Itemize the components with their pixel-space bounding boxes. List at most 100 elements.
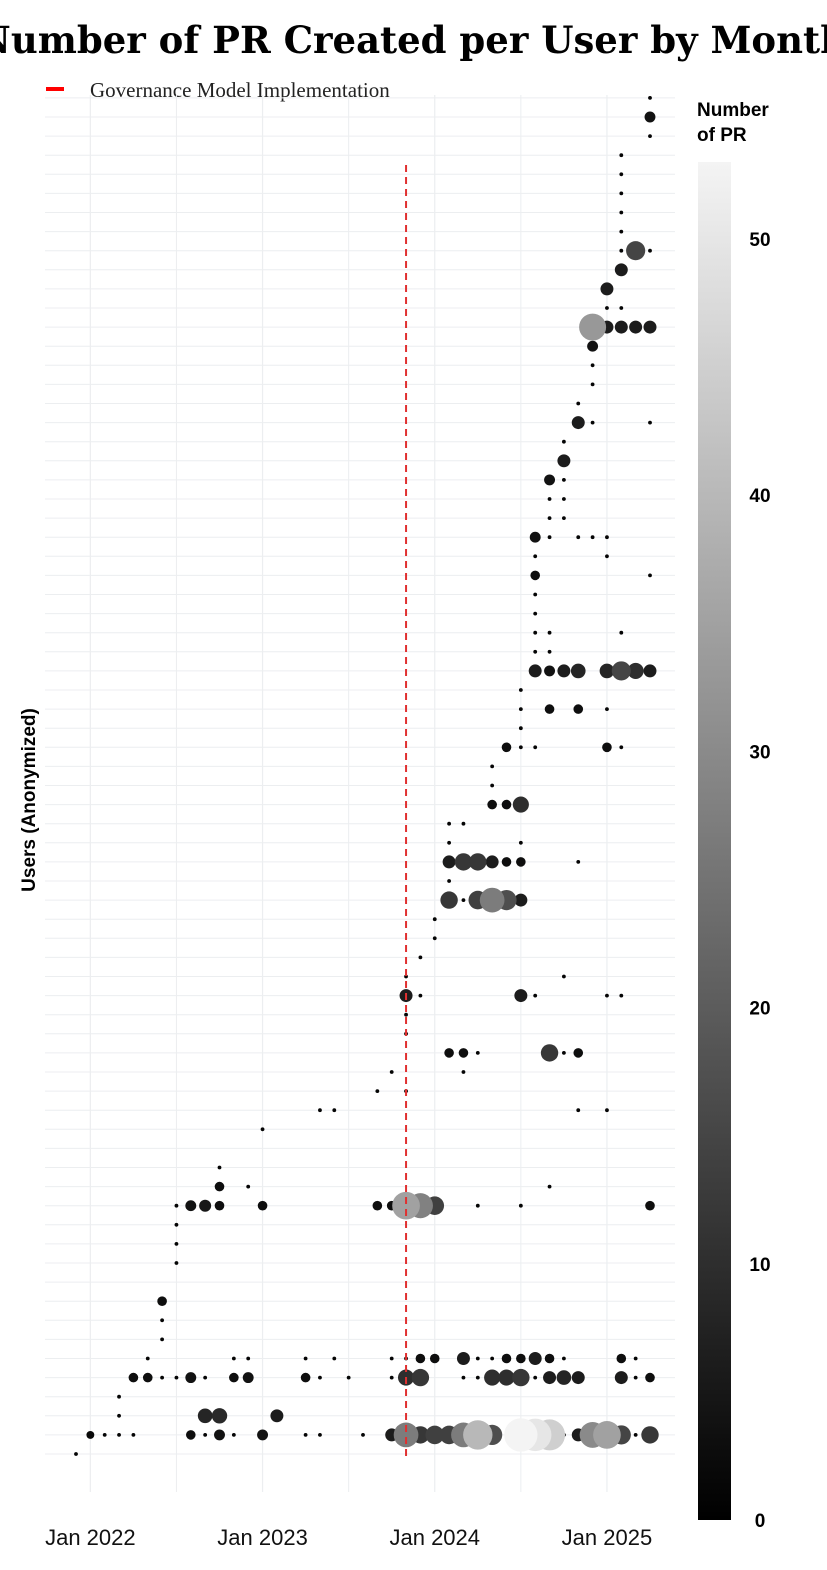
- data-point: [605, 707, 609, 711]
- data-point: [590, 535, 595, 540]
- data-point: [547, 630, 552, 635]
- x-tick-label: Jan 2022: [45, 1525, 136, 1550]
- data-point: [257, 1200, 268, 1211]
- x-tick-label: Jan 2023: [217, 1525, 308, 1550]
- data-point: [217, 1165, 222, 1170]
- colorbar-title-line2: of PR: [697, 125, 747, 146]
- data-point: [619, 630, 624, 635]
- data-point: [648, 134, 652, 139]
- data-point: [303, 1356, 308, 1361]
- data-point: [518, 745, 523, 750]
- data-point: [475, 1356, 480, 1361]
- data-point: [432, 936, 437, 941]
- data-point: [318, 1375, 322, 1380]
- data-point: [645, 1372, 655, 1383]
- data-point: [160, 1337, 165, 1342]
- data-point: [648, 420, 652, 425]
- data-point: [518, 726, 523, 731]
- data-point: [645, 1200, 655, 1211]
- data-point: [214, 1181, 225, 1192]
- data-point: [514, 893, 528, 907]
- data-point: [619, 993, 624, 998]
- data-point: [512, 796, 529, 813]
- data-point: [185, 1372, 197, 1384]
- data-point: [393, 1422, 419, 1448]
- data-point: [570, 663, 586, 679]
- data-point: [487, 799, 497, 810]
- data-point: [418, 955, 423, 960]
- data-point: [117, 1433, 121, 1437]
- data-point: [533, 630, 538, 635]
- data-point: [475, 1203, 480, 1208]
- data-point: [599, 663, 615, 679]
- data-point: [643, 664, 657, 678]
- data-point: [174, 1242, 179, 1246]
- data-point: [501, 799, 512, 810]
- data-point: [518, 1203, 523, 1208]
- colorbar-tick-label: 20: [749, 999, 770, 1020]
- data-point: [442, 855, 456, 869]
- data-point: [300, 1372, 311, 1383]
- data-point: [160, 1375, 165, 1380]
- colorbar-tick-label: 40: [749, 486, 770, 507]
- data-point: [214, 1200, 225, 1211]
- data-point: [562, 497, 566, 501]
- colorbar-gradient: [698, 162, 731, 1520]
- data-point: [590, 363, 595, 368]
- data-point: [456, 1352, 470, 1365]
- data-point: [318, 1108, 322, 1113]
- data-point: [644, 111, 656, 123]
- data-point: [619, 248, 624, 253]
- data-point: [389, 1356, 394, 1361]
- data-point: [447, 821, 451, 826]
- data-point: [619, 229, 624, 234]
- data-point: [590, 382, 595, 387]
- data-point: [643, 320, 657, 334]
- colorbar-tick-label: 0: [755, 1511, 766, 1532]
- data-point: [533, 592, 538, 597]
- y-axis-label: Users (Anonymized): [19, 708, 40, 892]
- data-point: [211, 1408, 228, 1424]
- data-point: [514, 989, 528, 1003]
- data-point: [501, 857, 512, 867]
- data-point: [616, 1353, 627, 1364]
- data-point: [490, 764, 495, 769]
- data-point: [544, 665, 556, 677]
- data-point: [648, 573, 652, 578]
- data-point: [576, 860, 581, 864]
- data-point: [600, 282, 614, 296]
- data-point: [145, 1356, 150, 1361]
- data-point: [544, 704, 555, 714]
- data-point: [485, 855, 499, 869]
- data-point: [418, 993, 423, 998]
- data-point: [556, 1370, 572, 1385]
- x-axis-ticks: Jan 2022 Jan 2023 Jan 2024 Jan 2025: [45, 1525, 652, 1550]
- data-point: [605, 993, 609, 998]
- data-point: [117, 1413, 121, 1418]
- data-point: [571, 1371, 585, 1385]
- x-tick-label: Jan 2024: [389, 1525, 480, 1550]
- data-point: [444, 1048, 454, 1058]
- data-point: [392, 1191, 420, 1220]
- data-point: [469, 853, 487, 871]
- data-point: [562, 439, 566, 444]
- data-point: [619, 306, 624, 310]
- data-point: [562, 516, 566, 520]
- data-point: [246, 1184, 251, 1189]
- data-point: [576, 1108, 581, 1113]
- data-point: [389, 1375, 394, 1380]
- data-point: [246, 1356, 251, 1361]
- data-point: [544, 474, 556, 486]
- data-point: [648, 96, 652, 100]
- data-point: [533, 745, 538, 750]
- data-point: [504, 1418, 538, 1452]
- data-point: [543, 1371, 557, 1385]
- data-point: [461, 898, 466, 902]
- data-point: [562, 1356, 566, 1361]
- data-point: [463, 1420, 493, 1450]
- data-point: [475, 1375, 480, 1380]
- data-point: [605, 535, 609, 540]
- data-point: [547, 535, 552, 540]
- data-point: [432, 917, 437, 922]
